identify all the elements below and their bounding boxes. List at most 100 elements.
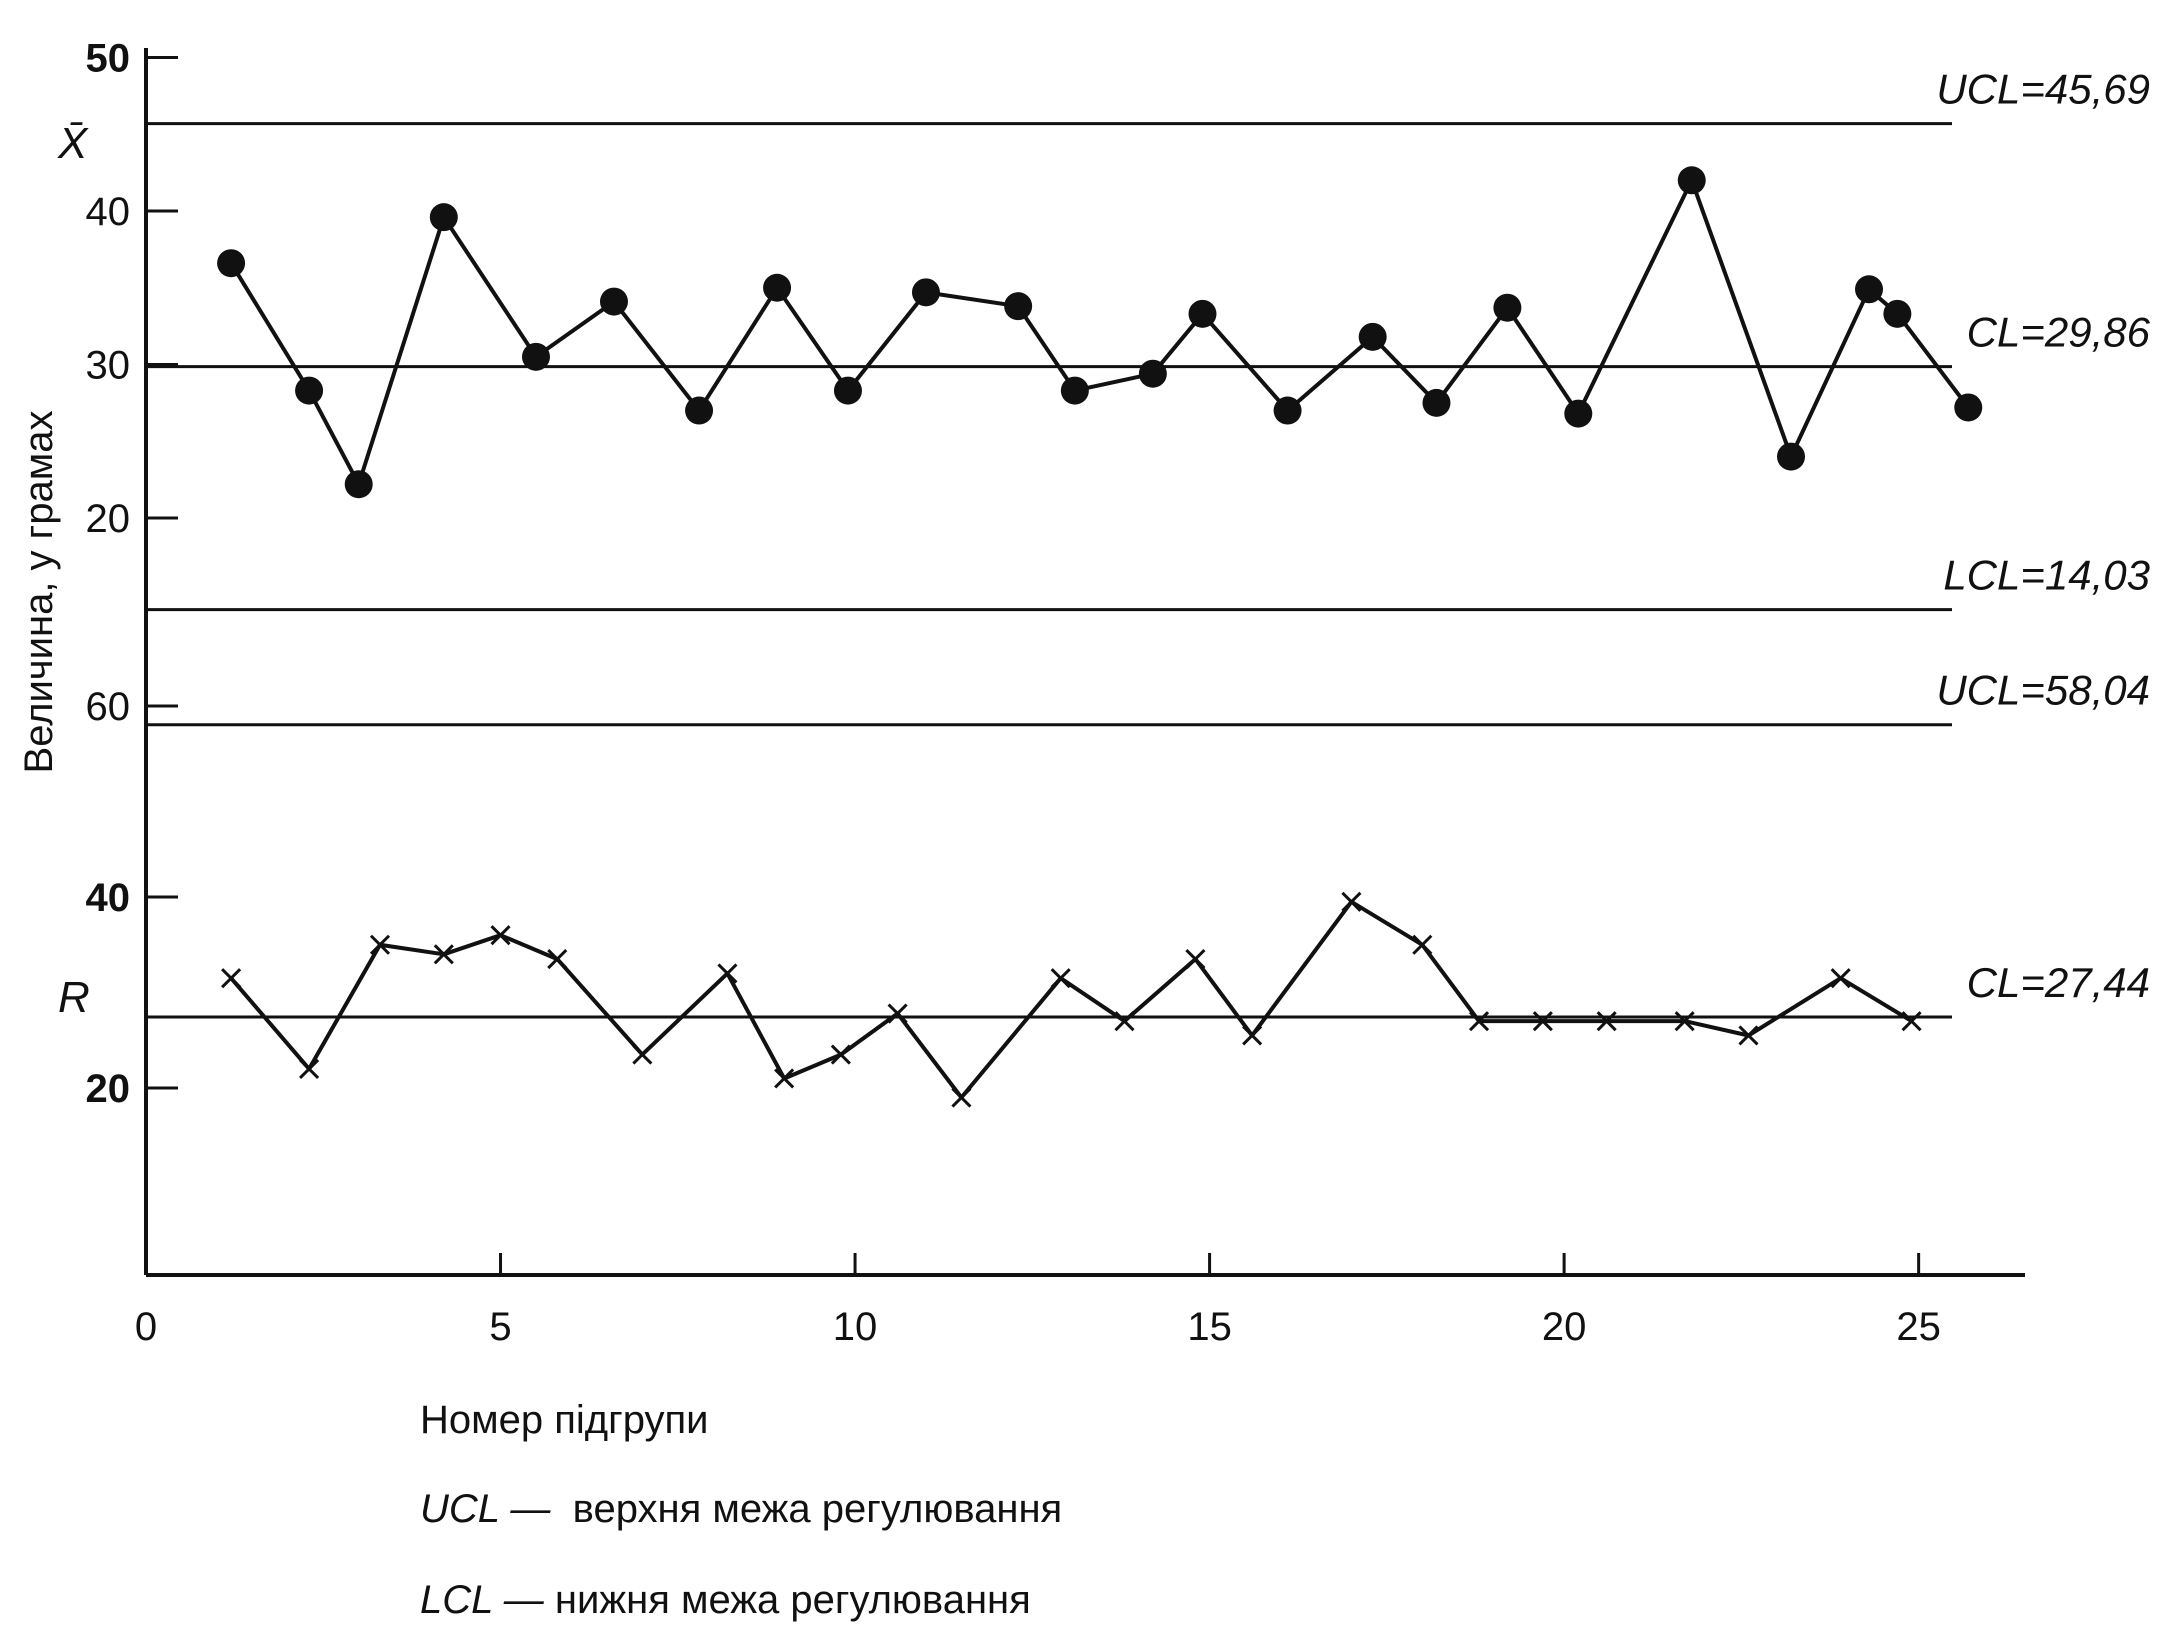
r-point — [1901, 1011, 1922, 1032]
r-point-stroke — [547, 949, 568, 970]
legend-lcl-text: нижня межа регулювання — [554, 1578, 1031, 1622]
r-point-stroke — [1738, 1025, 1759, 1046]
xbar-point — [1188, 299, 1217, 328]
legend-ucl-abbr: UCL — — [420, 1487, 551, 1531]
r-point-stroke — [887, 1003, 908, 1024]
r-point — [299, 1058, 320, 1079]
xbar-point — [599, 287, 628, 316]
legend-lcl-abbr: LCL — — [420, 1578, 544, 1622]
r-point — [1596, 1011, 1617, 1032]
r-point — [433, 944, 454, 965]
y-axis-title: Величина, у грамах — [17, 411, 61, 774]
axes-frame — [144, 48, 2025, 1277]
xbar-symbol: X̄ — [57, 119, 89, 168]
r-point-stroke — [1050, 968, 1071, 989]
reference-line-label: UCL=45,69 — [1936, 66, 2150, 113]
r-point — [221, 968, 242, 989]
r-point-stroke — [1341, 891, 1362, 912]
xbar-point — [217, 249, 246, 278]
xbar-point — [1855, 275, 1884, 304]
x-tick-label: 15 — [1187, 1305, 1232, 1349]
y-tick-label: 30 — [86, 344, 131, 388]
r-point-stroke — [1412, 934, 1433, 955]
r-point-stroke — [1114, 1011, 1135, 1032]
xbar-point — [1883, 299, 1912, 328]
r-point — [1412, 934, 1433, 955]
xbar-point — [1677, 166, 1706, 195]
reference-line-label: UCL=58,04 — [1936, 667, 2150, 714]
r-symbol: R — [58, 973, 90, 1022]
xbar-point — [521, 342, 550, 371]
r-point — [547, 949, 568, 970]
xbar-point — [1004, 292, 1033, 321]
xbar-point — [685, 396, 714, 425]
r-point-stroke — [774, 1068, 795, 1089]
r-point — [1532, 1011, 1553, 1032]
data-series — [217, 166, 1983, 1108]
r-point — [1341, 891, 1362, 912]
r-point-stroke — [490, 925, 511, 946]
r-point — [490, 925, 511, 946]
r-point-stroke — [221, 968, 242, 989]
r-point — [1674, 1011, 1695, 1032]
r-point-stroke — [717, 963, 738, 984]
xbar-point — [1564, 399, 1593, 428]
r-point — [830, 1044, 851, 1065]
xbar-point — [1422, 388, 1451, 417]
r-point — [951, 1087, 972, 1108]
xbar-point — [1060, 376, 1089, 405]
xbar-point — [429, 203, 458, 232]
r-point-stroke — [1532, 1011, 1553, 1032]
y-tick-label: 20 — [86, 1067, 131, 1111]
r-point-stroke — [632, 1044, 653, 1065]
r-point-stroke — [951, 1087, 972, 1108]
r-point-stroke — [1468, 1011, 1490, 1032]
r-point-stroke — [1901, 1011, 1922, 1032]
xbar-point — [344, 470, 373, 499]
r-point — [1242, 1025, 1263, 1046]
legend-ucl-text: верхня межа регулювання — [572, 1487, 1063, 1531]
reference-line-label: CL=27,44 — [1967, 959, 2150, 1006]
r-point-stroke — [1674, 1011, 1695, 1032]
x-tick-label: 0 — [135, 1305, 157, 1349]
r-point — [1468, 1011, 1490, 1032]
r-point — [1185, 949, 1206, 970]
r-point — [1050, 968, 1071, 989]
xbar-point — [1138, 359, 1167, 388]
reference-line-label: CL=29,86 — [1967, 309, 2151, 356]
x-ticks: 0 5 10 15 20 25 — [135, 1253, 1941, 1349]
r-point-stroke — [369, 934, 391, 955]
x-tick-label: 5 — [489, 1305, 511, 1349]
legend-ucl: UCL — верхня межа регулювання — [420, 1487, 1062, 1532]
r-point — [369, 934, 391, 955]
r-point-stroke — [299, 1058, 320, 1079]
y-tick-label: 40 — [86, 876, 131, 920]
xbar-point — [1358, 322, 1387, 351]
x-axis-title: Номер підгрупи — [420, 1398, 709, 1442]
r-point-stroke — [1242, 1025, 1263, 1046]
y-ticks: 20 30 40 50 20 40 60 — [86, 37, 178, 1111]
r-point — [887, 1003, 908, 1024]
x-tick-label: 10 — [833, 1305, 878, 1349]
legend-lcl: LCL — нижня межа регулювання — [420, 1578, 1031, 1623]
xbar-point — [763, 273, 792, 302]
y-tick-label: 60 — [86, 685, 131, 729]
y-tick-label: 40 — [86, 190, 131, 234]
reference-lines: UCL=45,69 CL=29,86 LCL=14,03 UCL=58,04 CL=27… — [146, 66, 2151, 1019]
xbar-point — [1493, 293, 1522, 322]
r-point — [632, 1044, 653, 1065]
xbar-point — [295, 376, 324, 405]
xbar-point — [1954, 393, 1983, 422]
r-point — [1830, 968, 1851, 989]
x-tick-label: 25 — [1896, 1305, 1941, 1349]
r-point-stroke — [1596, 1011, 1617, 1032]
xbar-point — [1273, 396, 1302, 425]
reference-line-label: LCL=14,03 — [1943, 552, 2150, 599]
r-point-stroke — [1185, 949, 1206, 970]
xbar-point — [833, 376, 862, 405]
y-tick-label: 50 — [86, 37, 131, 81]
r-point-stroke — [433, 944, 454, 965]
xbar-point — [1777, 442, 1806, 471]
r-point-stroke — [830, 1044, 851, 1065]
